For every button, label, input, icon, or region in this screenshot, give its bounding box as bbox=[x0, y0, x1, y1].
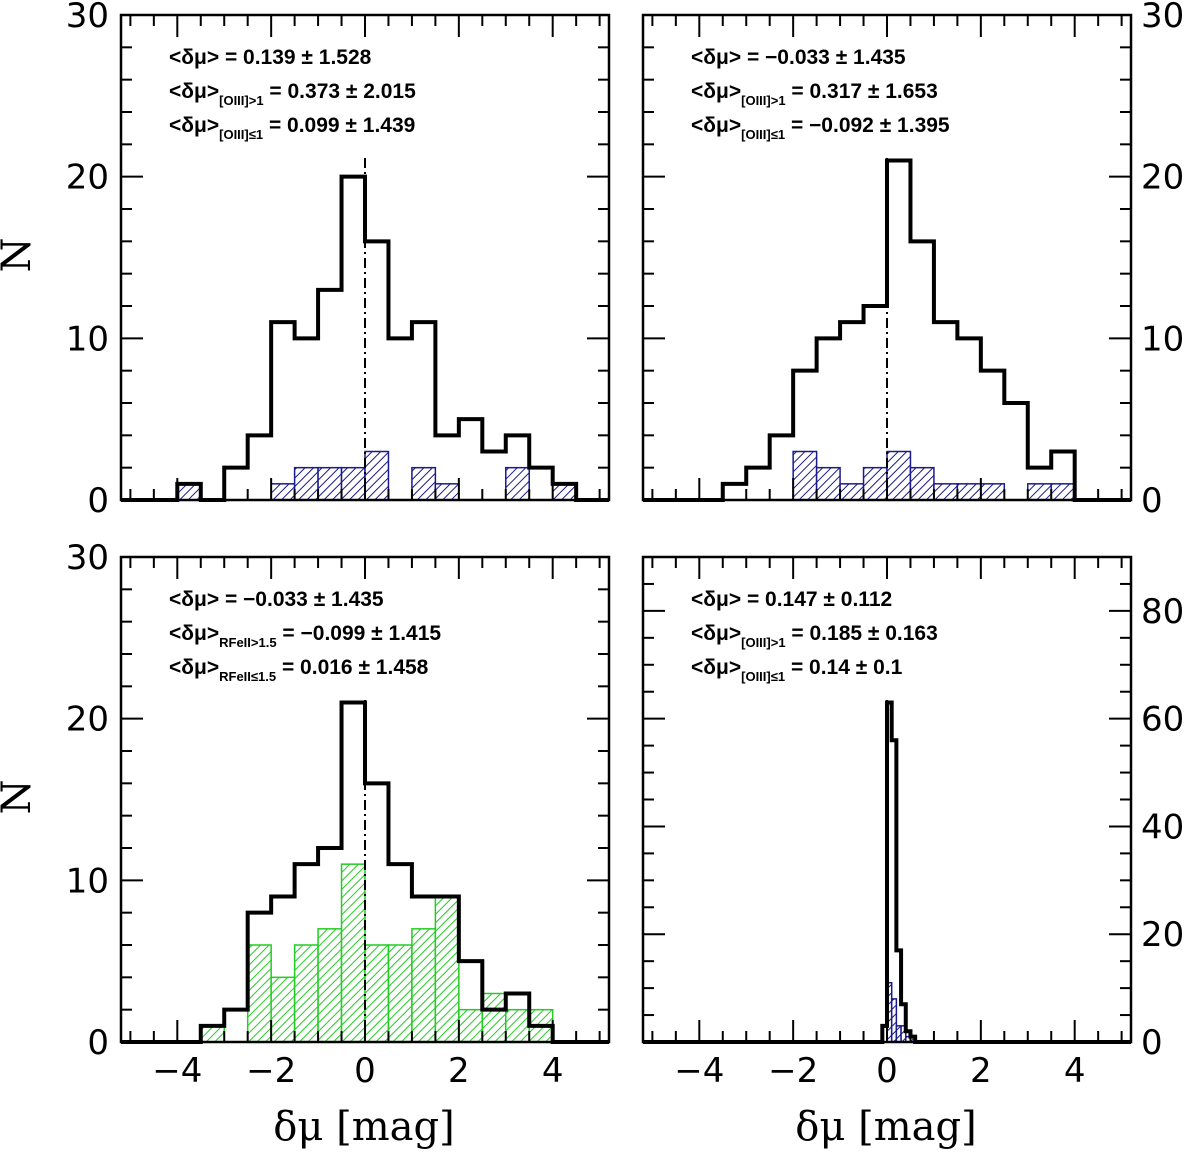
hatched-bar bbox=[176, 483, 202, 501]
hatched-bar bbox=[1027, 483, 1052, 501]
annotation: <δμ>[OIII]≤1 = −0.092 ± 1.395 bbox=[691, 114, 950, 142]
hatched-bar bbox=[886, 450, 912, 501]
annotation: <δμ> = 0.147 ± 0.112 bbox=[691, 588, 892, 611]
annotation: <δμ> = 0.139 ± 1.528 bbox=[169, 46, 372, 69]
x-tick-label: 2 bbox=[448, 1051, 470, 1091]
hatched-bar bbox=[980, 483, 1006, 501]
y-tick-label: 20 bbox=[66, 158, 109, 198]
hatched-bar bbox=[481, 992, 507, 1043]
hatched-bar bbox=[387, 944, 413, 1043]
hatched-bar bbox=[839, 483, 865, 501]
histogram-outline bbox=[643, 158, 1131, 502]
hatched-bar bbox=[909, 466, 935, 501]
annotation: <δμ>RFeII>1.5 = −0.099 ± 1.415 bbox=[169, 622, 441, 650]
x-tick-label: 2 bbox=[970, 1051, 992, 1091]
x-tick-label: 0 bbox=[354, 1051, 376, 1091]
hatched-bar bbox=[270, 483, 296, 501]
annotation: <δμ>RFeII≤1.5 = 0.016 ± 1.458 bbox=[169, 656, 429, 684]
y-tick-label: 20 bbox=[66, 700, 109, 740]
y-tick-label: 10 bbox=[1141, 319, 1184, 359]
histogram-outline bbox=[121, 174, 609, 502]
y-tick-label: 10 bbox=[66, 319, 109, 359]
hatched-bar bbox=[364, 450, 390, 501]
x-tick-label: −4 bbox=[152, 1051, 202, 1091]
annotation: <δμ>[OIII]>1 = 0.373 ± 2.015 bbox=[169, 80, 416, 108]
x-axis-label-left: δμ [mag] bbox=[273, 1104, 454, 1150]
hatched-bar bbox=[293, 466, 319, 501]
hatched-bar bbox=[933, 483, 959, 501]
panel-bottom-left: −4 −2 0 2 4 0 10 20 30 <δμ> = −0.033 ± 1.435 <δμ>R… bbox=[66, 538, 611, 1091]
annotation: <δμ> = −0.033 ± 1.435 bbox=[169, 588, 384, 611]
hatched-bar bbox=[1050, 483, 1076, 501]
y-tick-label: 0 bbox=[1141, 1023, 1163, 1063]
y-tick-label: 30 bbox=[66, 538, 109, 578]
hatched-bar bbox=[317, 928, 343, 1043]
panel-top-left: 0 10 20 30 <δμ> = 0.139 ± 1.528 <δμ>[OIII]>1 … bbox=[66, 0, 611, 521]
x-axis-label-right: δμ [mag] bbox=[795, 1104, 976, 1150]
hatched-bar bbox=[364, 944, 390, 1043]
annotation: <δμ> = −0.033 ± 1.435 bbox=[691, 46, 906, 69]
hatched-bar bbox=[505, 466, 530, 501]
y-tick-label: 10 bbox=[66, 861, 109, 901]
y-tick-label: 20 bbox=[1141, 158, 1184, 198]
hatched-bar bbox=[411, 928, 437, 1043]
y-tick-label: 30 bbox=[66, 0, 109, 36]
hatched-bar bbox=[434, 483, 460, 501]
hatched-bar bbox=[434, 895, 460, 1043]
hatched-bar bbox=[293, 944, 319, 1043]
histogram-outline bbox=[643, 700, 1131, 1044]
annotation: <δμ>[OIII]>1 = 0.317 ± 1.653 bbox=[691, 80, 938, 108]
y-axis-label-top: N bbox=[0, 238, 40, 273]
y-tick-label: 40 bbox=[1141, 807, 1184, 847]
y-tick-label: 80 bbox=[1141, 592, 1184, 632]
x-tick-label: −2 bbox=[768, 1051, 818, 1091]
y-tick-label: 60 bbox=[1141, 700, 1184, 740]
annotation: <δμ>[OIII]≤1 = 0.099 ± 1.439 bbox=[169, 114, 415, 142]
hatched-bar bbox=[458, 1008, 484, 1043]
x-tick-label: −4 bbox=[674, 1051, 724, 1091]
y-tick-label: 20 bbox=[1141, 915, 1184, 955]
hatched-bar bbox=[956, 483, 982, 501]
y-tick-label: 0 bbox=[87, 1023, 109, 1063]
annotation: <δμ>[OIII]≤1 = 0.14 ± 0.1 bbox=[691, 656, 903, 684]
panel-top-right: 0 10 20 30 <δμ> = −0.033 ± 1.435 <δμ>[OIII]>1… bbox=[641, 0, 1184, 521]
x-tick-label: 4 bbox=[542, 1051, 564, 1091]
hatched-bar bbox=[317, 466, 343, 501]
y-tick-label: 0 bbox=[87, 481, 109, 521]
y-axis-label-bottom: N bbox=[0, 780, 40, 815]
hatched-bar bbox=[505, 1008, 530, 1043]
hatched-bar bbox=[340, 863, 366, 1043]
hatched-bar bbox=[270, 976, 296, 1043]
hatched-bar bbox=[792, 450, 818, 501]
x-tick-label: 4 bbox=[1064, 1051, 1086, 1091]
annotation: <δμ>[OIII]>1 = 0.185 ± 0.163 bbox=[691, 622, 938, 650]
hatched-bar bbox=[340, 466, 366, 501]
hatched-bar bbox=[200, 1025, 225, 1043]
hatched-bar bbox=[551, 483, 577, 501]
hatched-bar bbox=[815, 466, 841, 501]
hatched-bar bbox=[411, 466, 437, 501]
y-tick-label: 30 bbox=[1141, 0, 1184, 36]
x-tick-label: −2 bbox=[246, 1051, 296, 1091]
y-tick-label: 0 bbox=[1141, 481, 1163, 521]
hatched-bar bbox=[246, 944, 272, 1043]
x-tick-label: 0 bbox=[876, 1051, 898, 1091]
hatched-bar bbox=[862, 466, 888, 501]
